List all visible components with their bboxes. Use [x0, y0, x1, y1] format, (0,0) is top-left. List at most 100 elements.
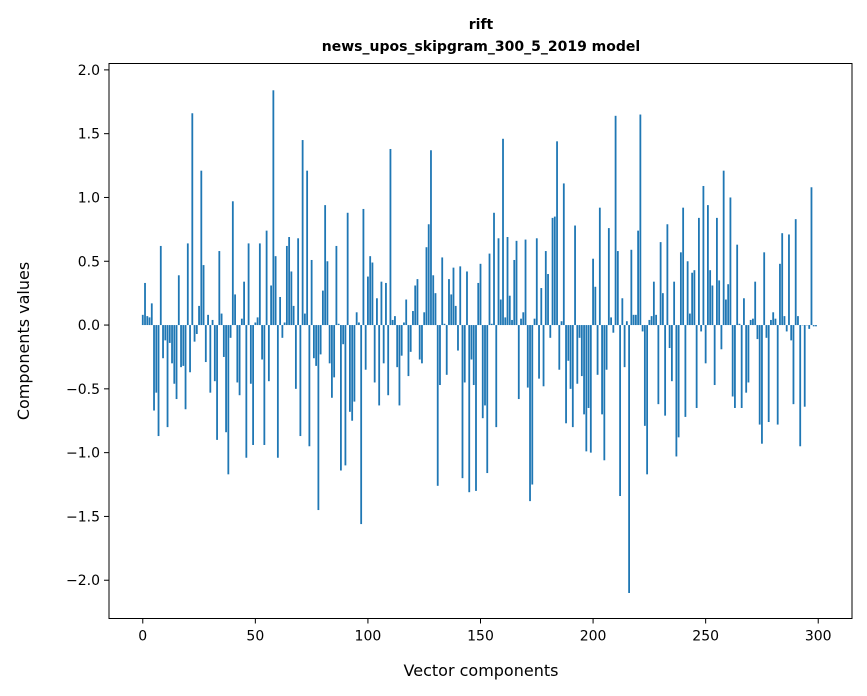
bar-component-43: [238, 325, 241, 396]
bar-component-251: [707, 205, 709, 326]
x-tick-label: 100: [355, 629, 382, 645]
bar-component-64: [285, 245, 288, 326]
bar-component-286: [785, 325, 788, 332]
bar-component-32: [213, 325, 216, 382]
bar-component-275: [761, 325, 763, 444]
bar-component-195: [580, 325, 583, 377]
bar-component-267: [743, 298, 745, 326]
bar-component-78: [317, 325, 320, 511]
bar-component-52: [258, 243, 261, 326]
bar-component-118: [407, 325, 410, 377]
bar-component-261: [729, 197, 732, 326]
bar-component-27: [202, 265, 205, 326]
bar-component-230: [659, 242, 662, 326]
y-tick-label: −1.5: [66, 509, 100, 525]
bar-component-75: [310, 259, 313, 326]
bar-component-4: [150, 303, 153, 326]
bar-component-100: [367, 276, 369, 326]
y-tick-label: 0.5: [78, 254, 100, 270]
bar-component-254: [713, 325, 716, 386]
bar-component-90: [344, 325, 347, 466]
bar-component-115: [400, 325, 403, 356]
bar-component-94: [353, 325, 356, 402]
bar-component-182: [551, 217, 554, 326]
bar-component-223: [643, 325, 646, 426]
bar-component-120: [412, 311, 414, 326]
bar-component-269: [747, 325, 750, 383]
bar-component-219: [634, 314, 637, 326]
bar-component-69: [297, 238, 300, 326]
bar-component-290: [794, 219, 797, 326]
bar-component-147: [472, 325, 475, 386]
bar-component-205: [603, 325, 606, 461]
bar-component-15: [175, 325, 178, 400]
bar-component-201: [594, 286, 597, 326]
bar-component-149: [477, 282, 480, 326]
bar-component-136: [448, 279, 450, 326]
bar-component-184: [556, 141, 558, 326]
bar-component-212: [619, 325, 621, 497]
bar-component-178: [542, 325, 545, 387]
bar-component-1: [144, 282, 146, 326]
bar-component-175: [535, 238, 538, 326]
bar-component-105: [378, 325, 381, 406]
bar-component-37: [225, 325, 227, 433]
bar-component-17: [180, 325, 182, 368]
bar-component-187: [562, 183, 565, 326]
bar-component-29: [207, 314, 209, 326]
bar-component-14: [173, 325, 176, 384]
bar-component-232: [664, 325, 667, 416]
bar-component-196: [583, 325, 585, 415]
bar-component-31: [211, 319, 214, 326]
bar-component-279: [770, 319, 772, 326]
bar-component-200: [592, 258, 594, 326]
bar-component-26: [200, 170, 203, 326]
bar-component-80: [321, 290, 324, 326]
bar-component-18: [182, 325, 185, 366]
bar-component-151: [481, 325, 484, 419]
bar-component-23: [193, 325, 196, 342]
bar-component-65: [288, 237, 291, 326]
bar-component-67: [292, 305, 295, 326]
bar-component-74: [308, 325, 311, 447]
y-tick-label: −1.0: [66, 446, 100, 462]
bar-component-209: [612, 325, 615, 333]
bar-component-77: [315, 325, 318, 366]
bar-component-12: [168, 325, 171, 343]
bar-component-66: [290, 271, 293, 326]
bar-component-76: [312, 325, 315, 359]
bar-component-246: [695, 325, 698, 408]
bar-component-192: [574, 225, 576, 326]
bar-component-0: [141, 314, 144, 326]
bar-component-235: [670, 325, 673, 382]
bar-component-59: [274, 256, 277, 326]
bar-component-259: [725, 299, 727, 326]
bar-component-292: [799, 325, 802, 447]
bar-component-133: [441, 257, 444, 326]
bar-component-62: [281, 325, 284, 338]
x-axis: 0 50 100 150 200 250 300: [138, 618, 832, 645]
bar-component-13: [171, 325, 173, 364]
bar-component-102: [371, 262, 374, 326]
bar-component-101: [369, 256, 372, 326]
bar-component-262: [731, 325, 734, 397]
y-axis-label: Components values: [14, 262, 33, 420]
bar-component-150: [479, 263, 482, 326]
bar-component-225: [648, 319, 651, 326]
y-axis: −2.0 −1.5 −1.0 −0.5 0.0 0.5 1.0 1.5 2.0: [66, 63, 109, 589]
bar-component-106: [380, 281, 383, 326]
bar-component-110: [389, 148, 392, 326]
bar-component-167: [517, 325, 520, 400]
bar-component-8: [159, 245, 162, 326]
bar-component-166: [515, 240, 518, 326]
bar-component-297: [810, 187, 813, 326]
bar-component-268: [745, 325, 748, 393]
bar-component-139: [454, 305, 457, 326]
bar-component-243: [688, 313, 691, 326]
bar-component-83: [328, 325, 331, 364]
bar-component-93: [351, 325, 354, 421]
bar-component-68: [294, 325, 297, 389]
bar-component-222: [641, 325, 644, 332]
x-axis-label: Vector components: [404, 661, 559, 680]
bar-component-36: [222, 325, 225, 357]
